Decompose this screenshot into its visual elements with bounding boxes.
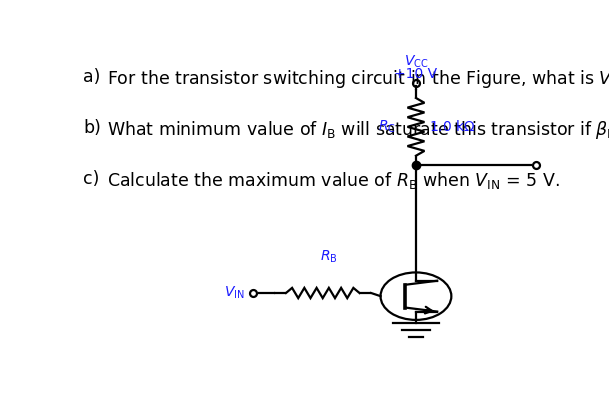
Text: $R_{\rm C}$: $R_{\rm C}$ [378,119,396,135]
Text: What minimum value of $I_{\rm B}$ will saturate this transistor if $\beta_{\rm D: What minimum value of $I_{\rm B}$ will s… [107,119,609,141]
Text: +10 V: +10 V [395,67,437,81]
Text: 1.0 k$\Omega$: 1.0 k$\Omega$ [429,119,476,134]
Text: $V_{\rm CC}$: $V_{\rm CC}$ [404,54,428,70]
Text: a): a) [83,68,100,86]
Text: c): c) [83,170,100,187]
Text: Calculate the maximum value of $R_{\rm B}$ when $V_{\rm IN}$ = 5 V.: Calculate the maximum value of $R_{\rm B… [107,170,560,191]
Text: b): b) [83,119,101,137]
Text: $V_{\rm IN}$: $V_{\rm IN}$ [224,285,245,301]
Text: For the transistor switching circuit in the Figure, what is $V_{\rm CE}$ when $V: For the transistor switching circuit in … [107,68,609,90]
Text: $R_{\rm B}$: $R_{\rm B}$ [320,248,337,265]
